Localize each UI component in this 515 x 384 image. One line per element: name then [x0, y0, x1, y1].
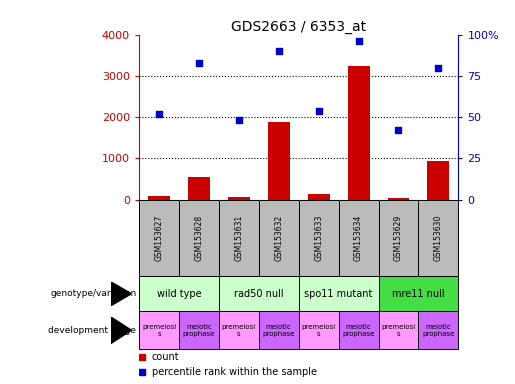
Bar	[139, 311, 179, 349]
Bar	[148, 196, 170, 200]
Text: premeiosi
s: premeiosi s	[221, 324, 256, 337]
Text: GSM153632: GSM153632	[274, 215, 283, 261]
Title: GDS2663 / 6353_at: GDS2663 / 6353_at	[231, 20, 366, 33]
Text: development stage: development stage	[48, 326, 136, 335]
Bar	[139, 276, 219, 311]
Bar	[419, 311, 458, 349]
Text: GSM153631: GSM153631	[234, 215, 243, 261]
Bar	[379, 311, 419, 349]
Polygon shape	[111, 317, 131, 344]
Bar	[299, 276, 379, 311]
Bar	[259, 311, 299, 349]
Text: meiotic
prophase: meiotic prophase	[263, 324, 295, 337]
Bar	[307, 194, 330, 200]
Text: meiotic
prophase: meiotic prophase	[183, 324, 215, 337]
Bar	[268, 122, 290, 200]
Text: GSM153628: GSM153628	[195, 215, 203, 261]
Text: GSM153634: GSM153634	[354, 215, 363, 261]
Bar	[299, 311, 339, 349]
Bar	[427, 161, 450, 200]
Bar	[339, 311, 379, 349]
Bar	[219, 311, 259, 349]
Point	[235, 118, 243, 124]
Text: GSM153627: GSM153627	[154, 215, 163, 261]
Polygon shape	[111, 282, 131, 306]
Text: GSM153633: GSM153633	[314, 215, 323, 261]
Text: spo11 mutant: spo11 mutant	[304, 289, 373, 299]
Text: mre11 null: mre11 null	[392, 289, 445, 299]
Bar	[228, 197, 250, 200]
Point	[155, 111, 163, 117]
Bar	[188, 177, 210, 200]
Text: count: count	[152, 352, 179, 362]
Text: premeiosi
s: premeiosi s	[301, 324, 336, 337]
Text: GSM153629: GSM153629	[394, 215, 403, 261]
Point	[434, 65, 442, 71]
Text: percentile rank within the sample: percentile rank within the sample	[152, 367, 317, 377]
Point	[354, 38, 363, 44]
Text: premeiosi
s: premeiosi s	[142, 324, 176, 337]
Point	[274, 48, 283, 54]
Text: GSM153630: GSM153630	[434, 215, 443, 261]
Text: premeiosi
s: premeiosi s	[381, 324, 416, 337]
Bar	[219, 276, 299, 311]
Point	[195, 60, 203, 66]
Bar	[348, 66, 370, 200]
Bar	[387, 199, 409, 200]
Point	[315, 108, 323, 114]
Text: rad50 null: rad50 null	[234, 289, 284, 299]
Text: wild type: wild type	[157, 289, 201, 299]
Bar	[379, 276, 458, 311]
Bar	[179, 311, 219, 349]
Text: genotype/variation: genotype/variation	[50, 289, 136, 298]
Text: meiotic
prophase: meiotic prophase	[422, 324, 455, 337]
Text: meiotic
prophase: meiotic prophase	[342, 324, 375, 337]
Point	[394, 127, 403, 133]
